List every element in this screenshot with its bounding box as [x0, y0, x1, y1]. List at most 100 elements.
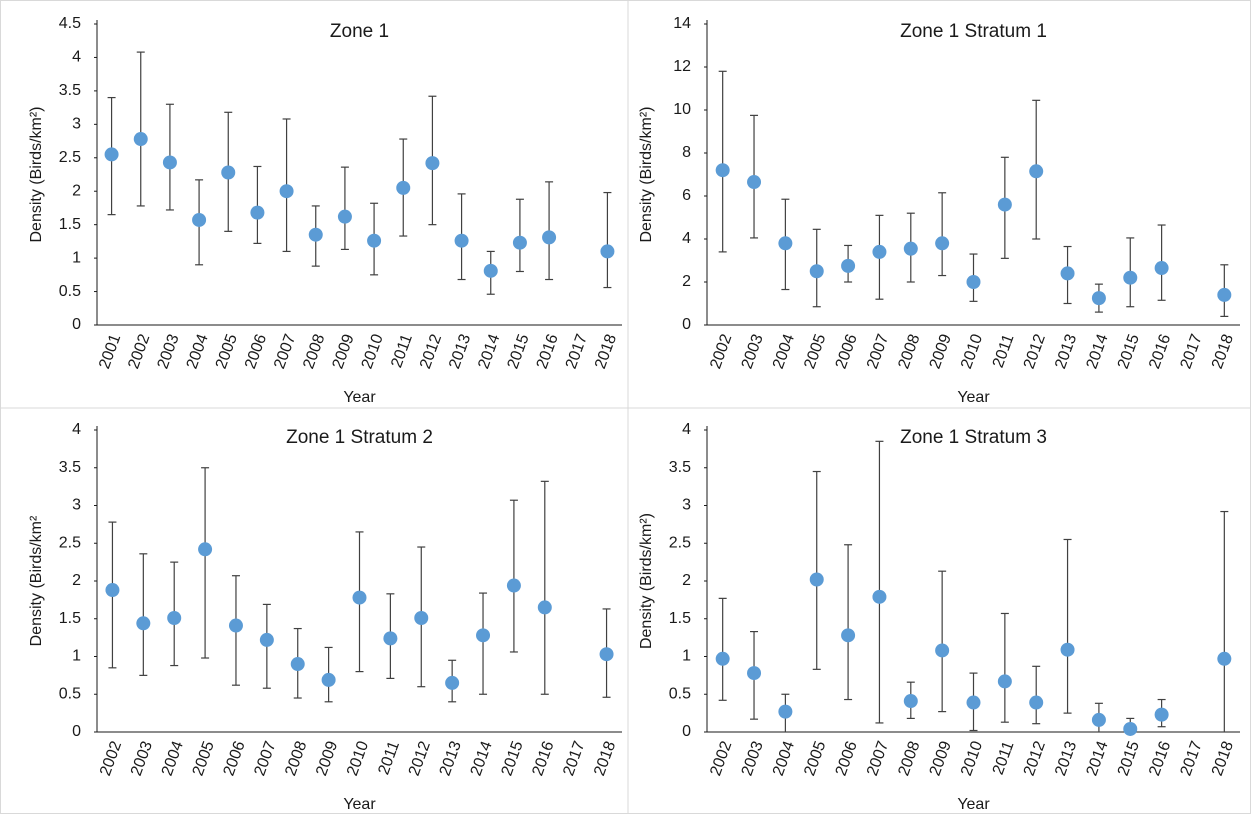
data-point [747, 175, 762, 190]
data-point [1091, 712, 1106, 727]
error-bar [253, 165, 262, 244]
data-point [352, 590, 367, 605]
y-tick-label: 10 [673, 101, 691, 118]
x-axis-title: Year [343, 796, 376, 813]
y-axis-title: Density (Birds/km²) [638, 106, 655, 242]
y-tick-label: 8 [682, 144, 691, 161]
error-bar [201, 467, 210, 659]
data-point [105, 583, 120, 598]
y-tick-label: 1 [72, 648, 81, 665]
y-tick-label: 3 [72, 497, 81, 514]
y-tick-label: 2 [682, 572, 691, 589]
y-tick-label: 4 [682, 421, 691, 438]
data-point [841, 258, 856, 273]
y-tick-label: 4 [682, 230, 691, 247]
y-tick-label: 0 [72, 316, 81, 333]
y-tick-label: 4 [72, 49, 81, 66]
x-axis-title: Year [343, 389, 376, 406]
data-point [1029, 164, 1044, 179]
error-bar [1032, 665, 1041, 725]
data-point [542, 230, 557, 245]
y-tick-label: 1.5 [59, 610, 81, 627]
error-bar [1063, 538, 1072, 714]
data-point [935, 236, 950, 251]
chart-title: Zone 1 Stratum 1 [900, 21, 1047, 42]
error-bar [139, 553, 148, 676]
data-point [935, 643, 950, 658]
data-point [198, 542, 213, 557]
data-point [809, 572, 824, 587]
data-point [367, 233, 382, 248]
data-point [1091, 291, 1106, 306]
y-tick-label: 3 [682, 497, 691, 514]
data-point [445, 675, 460, 690]
y-tick-label: 2.5 [59, 149, 81, 166]
data-point [104, 147, 119, 162]
data-point [600, 244, 615, 259]
chart-title: Zone 1 [330, 21, 389, 42]
data-point [383, 631, 398, 646]
y-tick-label: 2.5 [669, 534, 691, 551]
x-axis-title: Year [957, 389, 990, 406]
data-point [966, 275, 981, 289]
data-point [537, 600, 552, 615]
y-tick-label: 4.5 [59, 15, 81, 32]
y-axis-title: Density (Birds/km²) [28, 106, 45, 242]
data-point [483, 263, 498, 278]
y-tick-label: 0 [72, 723, 81, 740]
y-tick-label: 3.5 [59, 82, 81, 99]
data-point [454, 233, 469, 248]
data-point [476, 628, 491, 643]
data-point [228, 618, 243, 633]
y-tick-label: 1 [682, 648, 691, 665]
y-tick-label: 1.5 [669, 610, 691, 627]
data-point [308, 227, 323, 242]
data-point [192, 212, 207, 227]
data-point [506, 578, 521, 593]
error-bar [340, 166, 349, 251]
y-tick-label: 12 [673, 58, 691, 75]
data-point [337, 209, 352, 224]
y-tick-label: 0 [682, 723, 691, 740]
data-point [425, 156, 440, 171]
data-point [872, 589, 887, 604]
data-point [872, 244, 887, 259]
error-bar [1220, 510, 1229, 733]
error-bar [718, 70, 727, 253]
y-tick-label: 2 [72, 182, 81, 199]
data-point [1217, 651, 1232, 666]
data-point [414, 610, 429, 625]
chart-title: Zone 1 Stratum 2 [286, 427, 433, 448]
data-point [279, 184, 294, 199]
data-point [221, 165, 236, 180]
data-point [1154, 707, 1169, 722]
y-tick-label: 1.5 [59, 216, 81, 233]
data-point [167, 610, 182, 625]
error-bar [603, 191, 612, 289]
y-tick-label: 2 [682, 273, 691, 290]
data-point [841, 628, 856, 643]
y-axis-title: Density (Birds/km² [28, 515, 45, 646]
data-point [1060, 266, 1075, 281]
error-bar [1000, 612, 1009, 723]
data-point [512, 235, 527, 250]
y-tick-label: 14 [673, 15, 691, 32]
data-point [321, 672, 336, 687]
data-point [1029, 695, 1044, 710]
data-point [599, 647, 614, 662]
error-bar [515, 198, 524, 273]
y-tick-label: 3 [72, 116, 81, 133]
data-point [396, 180, 411, 195]
error-bar [812, 470, 821, 670]
y-axis-title: Density (Birds/km²) [638, 513, 655, 649]
data-point [1154, 261, 1169, 276]
error-bar [479, 592, 488, 695]
error-bar [136, 51, 145, 207]
data-point [997, 674, 1012, 689]
data-point [809, 264, 824, 279]
data-point [715, 651, 730, 666]
y-tick-label: 2.5 [59, 534, 81, 551]
error-bar [938, 570, 947, 713]
